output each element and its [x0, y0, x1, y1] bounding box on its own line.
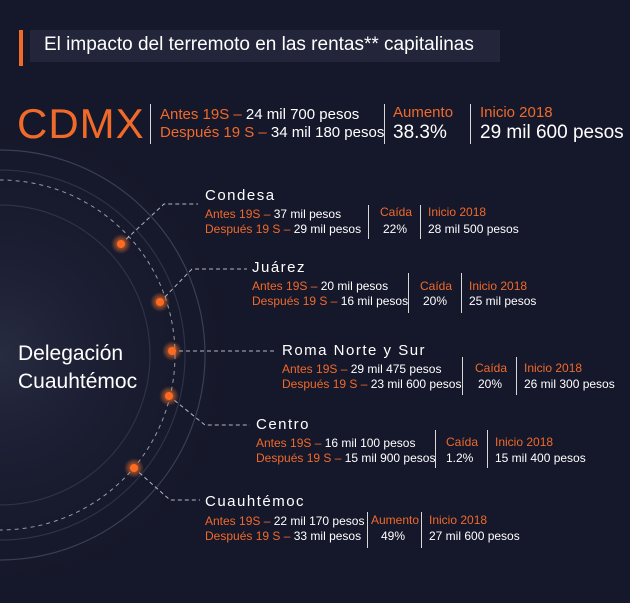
- colonia-name: Cuauhtémoc: [205, 493, 306, 510]
- colonia-despues: Después 19 S – 29 mil pesos: [205, 222, 362, 236]
- colonia-change-value: 22%: [383, 222, 408, 236]
- divider: [470, 104, 471, 144]
- marker-condesa: [117, 240, 125, 248]
- colonia-despues: Después 19 S – 33 mil pesos: [205, 529, 362, 543]
- colonia-despues: Después 19 S – 23 mil 600 pesos: [282, 377, 462, 391]
- page-title: El impacto del terremoto en las rentas**…: [44, 34, 474, 55]
- cdmx-despues-value: 34 mil 180 pesos: [270, 124, 385, 141]
- cdmx-inicio-label: Inicio 2018: [480, 104, 553, 121]
- colonia-name: Condesa: [205, 187, 276, 204]
- cdmx-antes: Antes 19S – 24 mil 700 pesos: [160, 106, 359, 123]
- colonia-antes: Antes 19S – 16 mil 100 pesos: [256, 436, 416, 450]
- divider: [462, 357, 463, 395]
- colonia-inicio-value: 27 mil 600 pesos: [429, 529, 520, 543]
- divider: [408, 273, 409, 313]
- colonia-antes: Antes 19S – 29 mil 475 pesos: [282, 362, 442, 376]
- colonia-name: Juárez: [252, 259, 307, 276]
- colonia-inicio-label: Inicio 2018: [428, 205, 487, 219]
- title-box: [30, 30, 500, 62]
- colonia-antes: Antes 19S – 20 mil pesos: [252, 279, 389, 293]
- divider: [516, 357, 517, 395]
- cdmx-inicio-value: 29 mil 600 pesos: [480, 122, 624, 143]
- colonia-name: Centro: [256, 416, 311, 433]
- cdmx-despues: Después 19 S – 34 mil 180 pesos: [160, 124, 384, 141]
- divider: [435, 430, 436, 468]
- delegacion-label: Delegación Cuauhtémoc: [18, 340, 137, 396]
- colonia-change-label: Aumento: [371, 513, 420, 527]
- colonia-change-value: 20%: [423, 294, 448, 308]
- colonia-inicio-value: 26 mil 300 pesos: [524, 377, 615, 391]
- colonia-antes: Antes 19S – 22 mil 170 pesos: [205, 514, 365, 528]
- colonia-antes: Antes 19S – 37 mil pesos: [205, 207, 342, 221]
- divider: [150, 104, 151, 144]
- colonia-inicio-label: Inicio 2018: [429, 513, 488, 527]
- colonia-inicio-value: 28 mil 500 pesos: [428, 222, 519, 236]
- divider: [421, 512, 422, 548]
- colonia-inicio-label: Inicio 2018: [469, 279, 528, 293]
- marker-centro: [165, 392, 173, 400]
- colonia-change-value: 20%: [478, 377, 503, 391]
- cdmx-label: CDMX: [17, 100, 145, 147]
- connector-condesa: [120, 203, 198, 245]
- divider: [367, 512, 368, 548]
- markers: [111, 234, 182, 478]
- colonia-inicio-label: Inicio 2018: [524, 361, 583, 375]
- cdmx-antes-label: Antes 19S –: [160, 106, 242, 123]
- colonia-inicio-value: 15 mil 400 pesos: [495, 451, 586, 465]
- divider: [420, 205, 421, 239]
- marker-cuauhtemoc: [130, 464, 138, 472]
- connector-centro: [168, 395, 250, 426]
- colonia-change-label: Caída: [420, 279, 453, 293]
- marker-juarez: [156, 298, 164, 306]
- divider: [368, 205, 369, 239]
- delegacion-line1: Delegación: [18, 342, 124, 365]
- divider: [461, 273, 462, 313]
- cdmx-despues-label: Después 19 S –: [160, 124, 267, 141]
- cdmx-change-value: 38.3%: [393, 122, 447, 143]
- cdmx-change-label: Aumento: [393, 104, 454, 121]
- connector-cuauhtemoc: [133, 467, 200, 501]
- colonia-change-label: Caída: [446, 435, 479, 449]
- colonia-inicio-label: Inicio 2018: [495, 435, 554, 449]
- colonia-despues: Después 19 S – 15 mil 900 pesos: [256, 451, 436, 465]
- colonia-change-value: 49%: [381, 529, 406, 543]
- colonia-name: Roma Norte y Sur: [282, 342, 427, 359]
- colonia-despues: Después 19 S – 16 mil pesos: [252, 294, 409, 308]
- colonia-change-label: Caída: [475, 361, 508, 375]
- colonia-change-label: Caída: [380, 205, 413, 219]
- colonia-inicio-value: 25 mil pesos: [469, 294, 537, 308]
- colonia-change-value: 1.2%: [446, 451, 474, 465]
- delegacion-line2: Cuauhtémoc: [18, 370, 138, 393]
- marker-roma: [168, 347, 176, 355]
- cdmx-antes-value: 24 mil 700 pesos: [245, 106, 360, 123]
- title-accent-bar: [19, 30, 23, 66]
- divider: [487, 430, 488, 468]
- connector-juarez: [159, 268, 247, 303]
- divider: [384, 104, 385, 144]
